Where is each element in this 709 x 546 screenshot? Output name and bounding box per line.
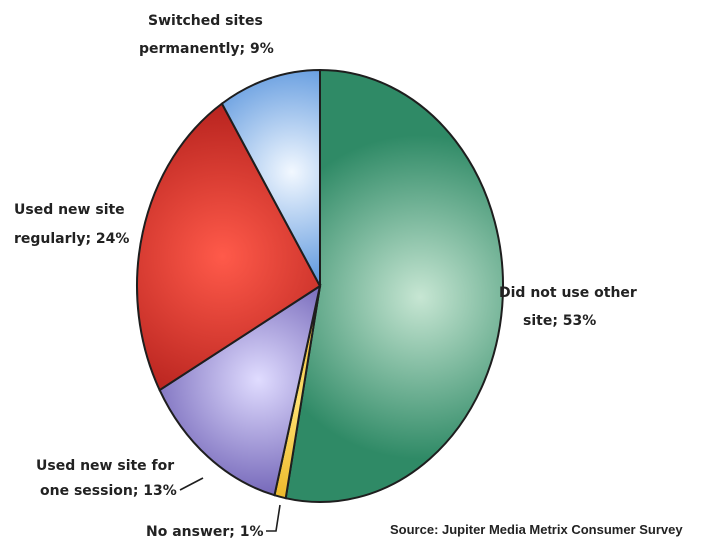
label-did-not-use-line2: site; 53% (523, 313, 596, 329)
label-regularly-line1: Used new site (14, 202, 125, 218)
slice-switched (220, 68, 321, 287)
slice-regularly (136, 102, 322, 392)
label-switched-line2: permanently; 9% (139, 41, 274, 57)
leader-one-session (179, 477, 204, 491)
slice-did-not-use (284, 68, 505, 503)
label-switched-line1: Switched sites (148, 13, 263, 29)
slice-one-session (158, 283, 322, 497)
label-did-not-use-line1: Did not use other (499, 285, 637, 301)
label-one-session-line2: one session; 13% (40, 483, 177, 499)
label-one-session-line1: Used new site for (36, 458, 174, 474)
leader-no-answer (266, 504, 281, 532)
source-note: Source: Jupiter Media Metrix Consumer Su… (390, 522, 683, 537)
label-regularly-line2: regularly; 24% (14, 231, 129, 247)
label-no-answer: No answer; 1% (146, 524, 264, 540)
